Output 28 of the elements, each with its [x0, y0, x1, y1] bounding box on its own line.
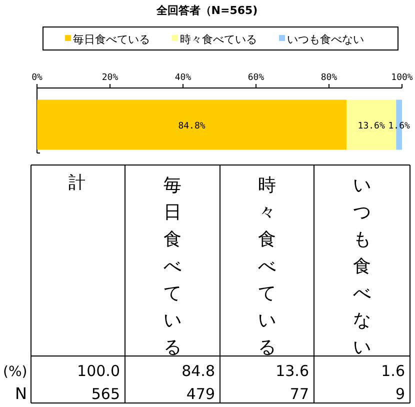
legend-label: 毎日食べている	[73, 33, 150, 46]
chart-title: 全回答者（N=565)	[155, 4, 258, 17]
x-tick-label: 0%	[32, 73, 43, 83]
text: 9	[395, 385, 405, 403]
x-tick-label: 40%	[174, 73, 192, 83]
legend-label: いつも食べない	[287, 33, 364, 46]
data-label: 13.6%	[358, 122, 386, 132]
text: (%)	[3, 364, 28, 380]
data-label: 84.8%	[178, 122, 206, 132]
text: 1.6	[381, 362, 405, 380]
text: 毎日食べている	[164, 175, 182, 358]
text: 計	[68, 173, 86, 193]
text: 77	[290, 385, 309, 403]
text: いつも食べない	[353, 175, 371, 358]
text: N	[15, 384, 27, 403]
x-tick-label: 60%	[248, 73, 265, 83]
text: 時々食べている	[258, 175, 276, 358]
bar	[37, 100, 347, 150]
text: 13.6	[276, 362, 309, 380]
x-tick-label: 100%	[391, 73, 414, 83]
text: 565	[91, 385, 120, 403]
data-label: 1.6%	[388, 122, 410, 132]
legend-label: 時々食べている	[180, 33, 257, 46]
text: 100.0	[77, 362, 120, 380]
x-tick-label: 80%	[320, 73, 338, 83]
x-tick-label: 20%	[102, 73, 119, 83]
text: 84.8	[182, 362, 215, 380]
text: 479	[186, 385, 215, 403]
